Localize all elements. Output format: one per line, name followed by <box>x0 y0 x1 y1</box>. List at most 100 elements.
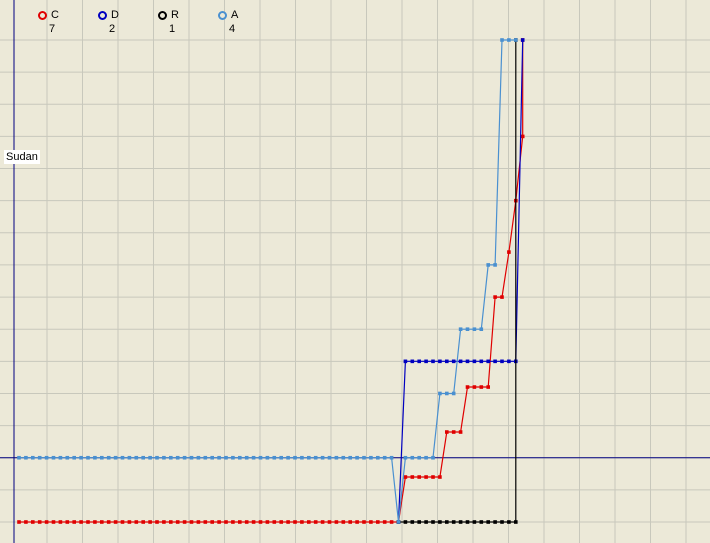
data-point-a <box>251 455 256 460</box>
data-point-a <box>17 455 21 460</box>
data-point-r <box>493 520 497 524</box>
legend-label: A <box>231 9 239 21</box>
data-point-a <box>445 391 449 396</box>
data-point-c <box>189 520 194 524</box>
data-point-c <box>217 520 221 524</box>
data-point-a <box>369 455 373 460</box>
data-point-c <box>238 520 242 524</box>
data-point-c <box>231 520 235 524</box>
data-point-a <box>189 455 194 460</box>
data-point-r <box>417 520 421 524</box>
data-point-c <box>479 385 484 389</box>
data-point-c <box>327 520 332 524</box>
data-point-a <box>155 455 159 460</box>
legend-marker-icon <box>218 10 227 20</box>
data-point-a <box>224 455 228 460</box>
legend-entry-c[interactable]: C 7 <box>38 8 98 36</box>
data-point-c <box>507 250 511 254</box>
data-point-a <box>417 455 421 460</box>
data-point-a <box>272 455 277 460</box>
data-point-c <box>493 295 497 299</box>
data-point-d <box>424 359 428 364</box>
data-point-a <box>438 391 442 396</box>
data-point-a <box>169 455 173 460</box>
data-point-a <box>244 455 249 460</box>
data-point-a <box>348 455 352 460</box>
data-point-c <box>417 475 421 479</box>
data-point-a <box>300 455 304 460</box>
data-point-a <box>313 455 318 460</box>
series-line-a <box>19 39 516 523</box>
data-point-a <box>507 38 511 42</box>
data-point-a <box>376 455 380 460</box>
data-point-c <box>175 520 180 524</box>
data-point-c <box>382 520 387 524</box>
data-point-c <box>86 520 90 524</box>
data-point-a <box>58 455 63 460</box>
data-point-a <box>106 455 111 460</box>
data-point-r <box>403 520 408 524</box>
data-point-d <box>458 359 463 364</box>
data-point-r <box>472 520 477 524</box>
data-point-c <box>376 520 380 524</box>
data-point-a <box>334 455 339 460</box>
data-point-a <box>479 327 484 331</box>
data-point-a <box>24 455 28 460</box>
data-point-d <box>486 359 490 364</box>
data-point-c <box>265 520 270 524</box>
data-point-c <box>293 520 297 524</box>
legend-count: 4 <box>229 23 236 35</box>
data-point-c <box>37 520 42 524</box>
data-point-c <box>51 520 56 524</box>
data-point-c <box>341 520 346 524</box>
data-point-a <box>403 455 408 460</box>
legend-entry-d[interactable]: D 2 <box>98 8 158 36</box>
data-point-a <box>31 455 35 460</box>
data-point-c <box>148 520 152 524</box>
data-point-r <box>465 520 470 524</box>
data-point-a <box>79 455 83 460</box>
data-point-c <box>458 430 463 434</box>
data-point-c <box>127 520 132 524</box>
legend-entry-a[interactable]: A 4 <box>218 8 278 36</box>
data-point-a <box>175 455 180 460</box>
data-point-d <box>445 359 449 364</box>
data-point-d <box>438 359 442 364</box>
data-point-a <box>113 455 118 460</box>
data-point-c <box>134 520 139 524</box>
data-point-c <box>431 475 435 479</box>
data-point-a <box>258 455 263 460</box>
data-point-a <box>120 455 125 460</box>
data-point-d <box>500 359 504 364</box>
data-point-c <box>410 475 415 479</box>
data-point-a <box>279 455 283 460</box>
data-point-a <box>210 455 214 460</box>
data-point-a <box>458 327 463 331</box>
data-point-a <box>396 520 401 524</box>
data-point-c <box>451 430 456 434</box>
data-point-d <box>431 359 435 364</box>
data-point-c <box>348 520 352 524</box>
data-point-r <box>514 520 518 524</box>
data-point-c <box>210 520 214 524</box>
data-point-r <box>431 520 435 524</box>
data-point-c <box>24 520 28 524</box>
data-point-d <box>479 359 484 364</box>
data-point-a <box>86 455 90 460</box>
legend-label: C <box>51 9 59 21</box>
data-point-a <box>203 455 208 460</box>
data-point-c <box>286 520 290 524</box>
data-point-a <box>341 455 346 460</box>
data-point-c <box>300 520 304 524</box>
data-point-a <box>514 38 518 42</box>
legend-entry-r[interactable]: R 1 <box>158 8 218 36</box>
data-point-d <box>465 359 470 364</box>
data-point-d <box>493 359 497 364</box>
data-point-a <box>389 455 394 460</box>
data-point-c <box>113 520 118 524</box>
data-point-a <box>307 455 311 460</box>
data-point-c <box>93 520 97 524</box>
data-point-c <box>472 385 477 389</box>
data-point-r <box>445 520 449 524</box>
data-point-a <box>472 327 477 331</box>
